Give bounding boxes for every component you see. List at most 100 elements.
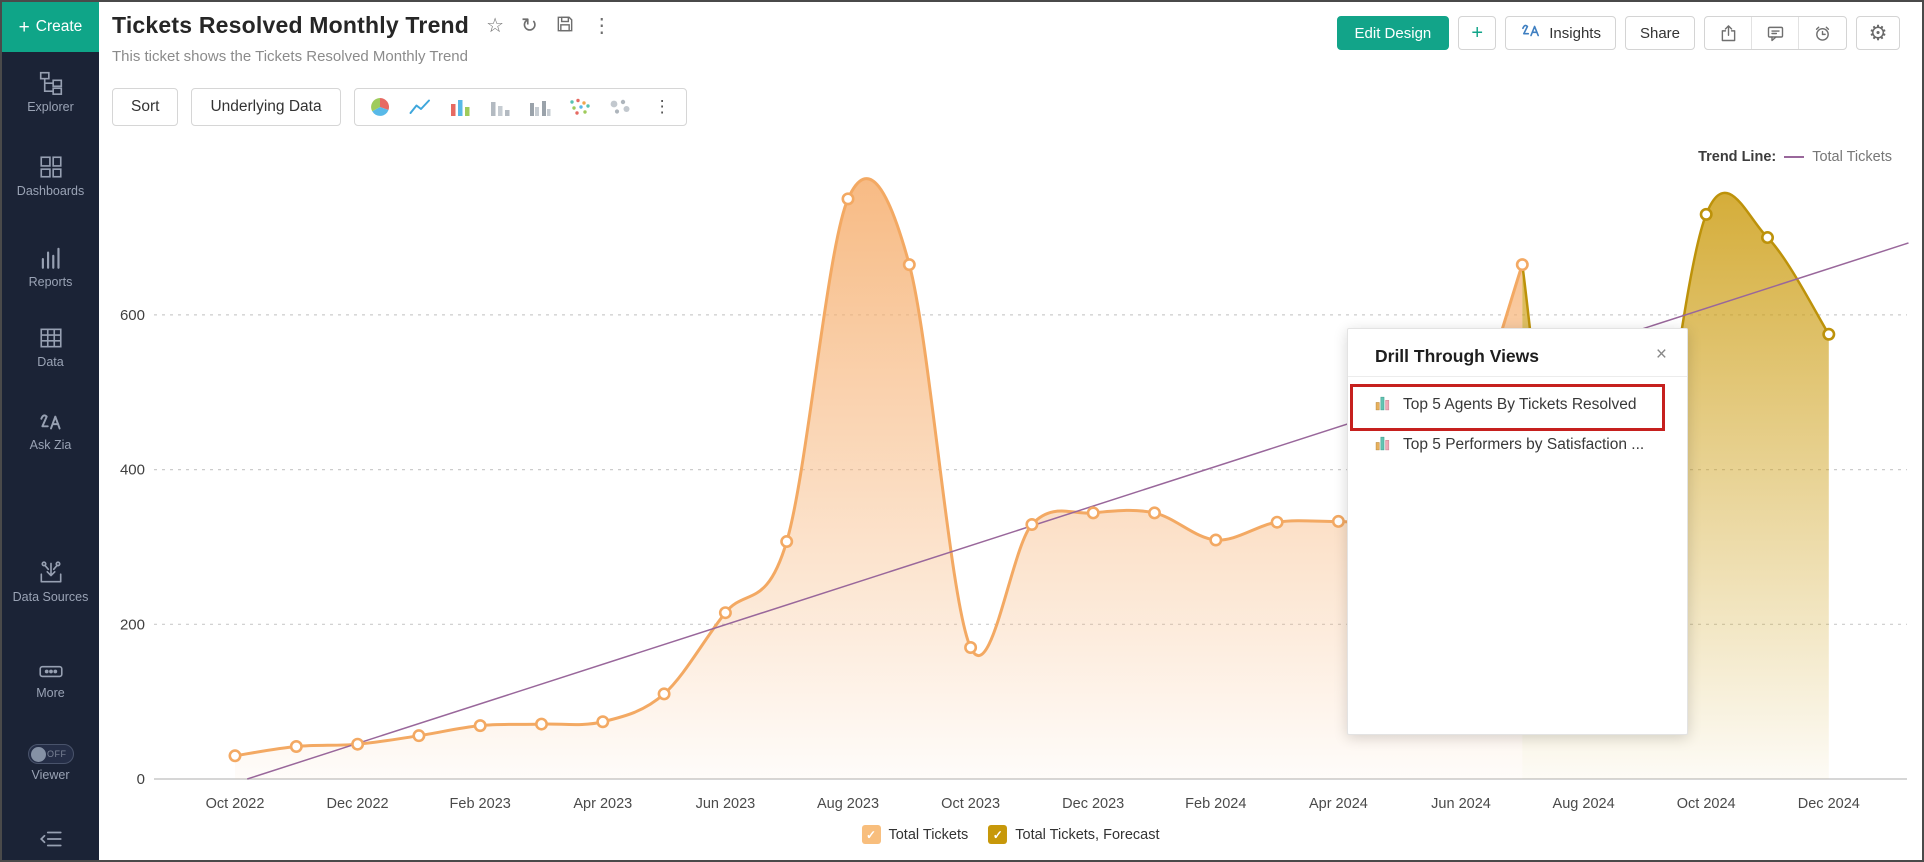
x-axis-tick-label: Oct 2022 <box>206 796 265 812</box>
drill-through-item-1[interactable]: Top 5 Agents By Tickets Resolved <box>1348 385 1687 425</box>
data-icon <box>38 325 64 351</box>
y-axis-tick-label: 200 <box>120 616 145 633</box>
trend-line-series-name: Total Tickets <box>1812 149 1892 165</box>
zia-icon <box>37 410 65 434</box>
x-axis-tick-label: Jun 2024 <box>1431 796 1491 812</box>
alerts-clock-icon[interactable] <box>1799 17 1846 49</box>
chart-type-group: ⋮ <box>353 88 687 126</box>
x-axis-tick-label: Oct 2023 <box>941 796 1000 812</box>
grouped-bar-chart-icon[interactable] <box>528 97 552 117</box>
insights-button-label: Insights <box>1549 24 1601 42</box>
x-axis-tick-label: Jun 2023 <box>696 796 756 812</box>
datasources-icon <box>37 558 65 586</box>
popup-divider <box>1348 376 1687 377</box>
collapse-sidebar-icon <box>38 828 64 850</box>
drill-through-popup: Drill Through Views × Top 5 Agents By Ti… <box>1347 328 1688 735</box>
sidebar-item-data[interactable]: Data <box>2 325 99 371</box>
stacked-bar-chart-icon[interactable] <box>488 97 512 117</box>
sidebar-item-label: Data <box>37 355 64 369</box>
sort-button[interactable]: Sort <box>112 88 179 126</box>
legend-checkbox-forecast[interactable]: ✓ <box>988 825 1008 844</box>
sidebar-item-label: Reports <box>28 275 73 289</box>
sidebar-item-more[interactable]: More <box>2 660 99 702</box>
share-button[interactable]: Share <box>1624 16 1695 50</box>
favorite-star-icon[interactable]: ☆ <box>486 14 504 37</box>
plus-icon: + <box>18 16 30 38</box>
reports-icon <box>38 245 64 271</box>
bar-chart-icon[interactable] <box>448 97 472 117</box>
x-axis-tick-label: Apr 2024 <box>1309 796 1368 812</box>
viewer-toggle[interactable]: OFF Viewer <box>2 744 99 784</box>
sidebar-item-dashboards[interactable]: Dashboards <box>2 154 99 200</box>
x-axis-tick-label: Aug 2023 <box>817 796 879 812</box>
trend-line-swatch <box>1784 155 1805 159</box>
popup-item-list: Top 5 Agents By Tickets Resolved Top 5 Pe… <box>1348 385 1687 465</box>
drill-through-item-label: Top 5 Performers by Satisfaction ... <box>1403 436 1645 453</box>
y-axis-tick-label: 600 <box>120 307 145 324</box>
x-axis-tick-label: Dec 2023 <box>1062 796 1124 812</box>
toggle-knob <box>30 746 46 762</box>
scatter-chart-icon[interactable] <box>568 97 592 117</box>
chart-toolbar: Sort Underlying Data <box>112 88 687 126</box>
legend-item-forecast[interactable]: ✓ Total Tickets, Forecast <box>988 825 1160 844</box>
more-chart-types-kebab-icon[interactable]: ⋮ <box>653 97 671 116</box>
add-button[interactable]: + <box>1458 16 1497 50</box>
create-button[interactable]: + Create <box>2 2 99 52</box>
sidebar-item-label: Data Sources <box>12 590 89 604</box>
settings-gear-icon[interactable]: ⚙ <box>1856 16 1900 50</box>
drill-through-item-2[interactable]: Top 5 Performers by Satisfaction ... <box>1348 425 1687 465</box>
popup-title: Drill Through Views <box>1375 346 1540 366</box>
sidebar-item-label: More <box>36 686 65 700</box>
zia-insights-icon <box>1520 22 1542 44</box>
dashboards-icon <box>38 154 64 180</box>
drill-through-item-label: Top 5 Agents By Tickets Resolved <box>1403 396 1637 413</box>
header-actions: Edit Design + Insights Share <box>1336 16 1900 50</box>
y-axis-tick-label: 400 <box>120 462 145 479</box>
close-icon[interactable]: × <box>1655 344 1667 365</box>
more-options-kebab-icon[interactable]: ⋮ <box>591 14 612 37</box>
sidebar-item-data-sources[interactable]: Data Sources <box>2 558 99 606</box>
more-icon <box>37 660 65 682</box>
chart-legend: ✓ Total Tickets ✓ Total Tickets, Forecas… <box>861 825 1160 844</box>
refresh-icon[interactable]: ↻ <box>521 14 538 37</box>
main-panel: 0 200 400 600 Oct 2022 Dec 2022 Feb 2023 Apr 20… <box>99 2 1922 860</box>
sidebar-item-reports[interactable]: Reports <box>2 245 99 291</box>
mini-bar-chart-icon <box>1375 395 1392 416</box>
report-subtitle: This ticket shows the Tickets Resolved M… <box>112 48 468 65</box>
sidebar-item-explorer[interactable]: Explorer <box>2 70 99 116</box>
trend-line-legend: Trend Line: Total Tickets <box>1698 149 1892 165</box>
edit-design-button[interactable]: Edit Design <box>1336 16 1450 50</box>
x-axis-tick-label: Dec 2024 <box>1798 796 1860 812</box>
export-icon[interactable] <box>1705 17 1752 49</box>
underlying-data-button[interactable]: Underlying Data <box>191 88 341 126</box>
pie-chart-icon[interactable] <box>368 96 392 118</box>
collapse-sidebar-button[interactable] <box>2 828 99 850</box>
legend-item-total-tickets[interactable]: ✓ Total Tickets <box>861 825 968 844</box>
x-axis-tick-label: Oct 2024 <box>1677 796 1736 812</box>
header-icon-cluster <box>1704 16 1847 50</box>
line-chart-icon[interactable] <box>408 97 432 117</box>
page-title: Tickets Resolved Monthly Trend <box>112 12 470 38</box>
mini-bar-chart-icon <box>1375 435 1392 456</box>
sidebar: + Create Explorer Dashboards Reports Data As… <box>2 2 99 860</box>
x-axis-tick-label: Apr 2023 <box>573 796 632 812</box>
viewer-toggle-pill[interactable]: OFF <box>27 744 74 764</box>
legend-checkbox-total-tickets[interactable]: ✓ <box>861 825 881 844</box>
sidebar-item-label: Ask Zia <box>29 438 72 452</box>
save-icon[interactable] <box>555 14 575 38</box>
y-axis-tick-label: 0 <box>137 771 145 788</box>
x-axis-tick-label: Dec 2022 <box>327 796 389 812</box>
sidebar-item-label: Explorer <box>27 100 74 114</box>
insights-button[interactable]: Insights <box>1505 16 1616 50</box>
trend-line-label: Trend Line: <box>1698 149 1777 165</box>
x-axis-tick-label: Feb 2024 <box>1185 796 1246 812</box>
report-header: Tickets Resolved Monthly Trend ☆ ↻ ⋮ <box>112 12 612 39</box>
comments-icon[interactable] <box>1752 17 1799 49</box>
viewer-toggle-label: Viewer <box>31 768 70 782</box>
sidebar-item-label: Dashboards <box>16 184 85 198</box>
map-chart-icon[interactable] <box>608 97 632 117</box>
viewer-toggle-state: OFF <box>47 749 67 759</box>
create-button-label: Create <box>35 18 83 35</box>
sidebar-item-ask-zia[interactable]: Ask Zia <box>2 410 99 454</box>
